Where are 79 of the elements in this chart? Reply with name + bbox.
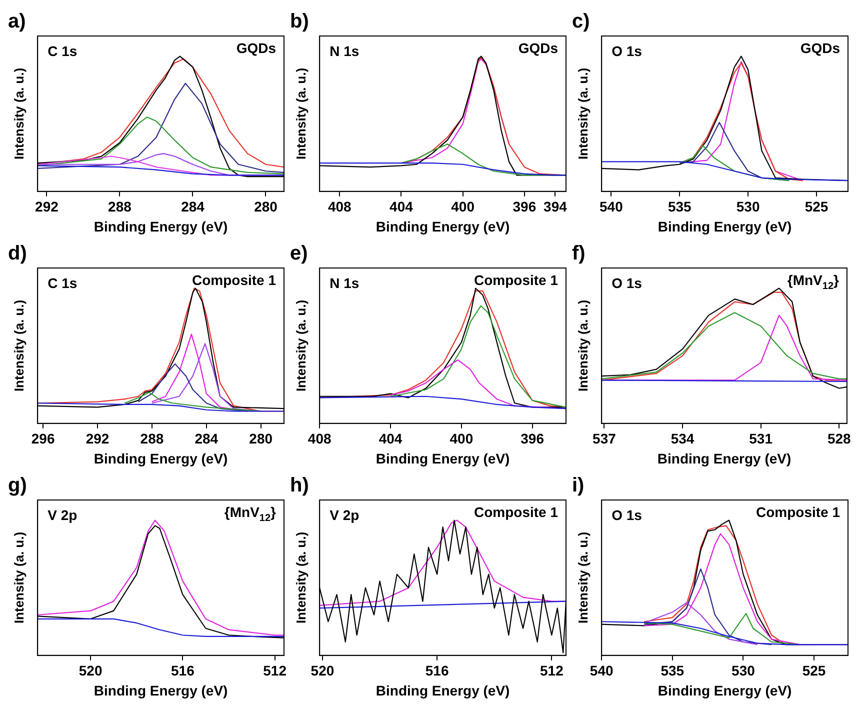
- y-axis-title: Intensity (a. u.): [293, 300, 308, 392]
- x-tick-label: 408: [328, 198, 352, 215]
- text: Composite 1: [756, 504, 840, 520]
- x-tick-label: 540: [590, 662, 614, 679]
- chart-title: e): [290, 242, 308, 265]
- x-tick-label: 394: [544, 198, 568, 215]
- x-tick-label: 400: [451, 198, 475, 215]
- y-axis-title: Intensity (a. u.): [293, 532, 308, 624]
- x-tick-label: 404: [378, 430, 402, 447]
- x-tick-label: 284: [194, 430, 218, 447]
- x-tick-label: 512: [540, 662, 564, 679]
- x-tick-label: 535: [668, 198, 692, 215]
- x-tick-label: 396: [512, 198, 536, 215]
- x-axis-title: Binding Energy (eV): [94, 450, 228, 466]
- x-axis-title: Binding Energy (eV): [658, 218, 792, 234]
- x-tick-label: 531: [749, 430, 773, 447]
- y-axis-title: Intensity (a. u.): [575, 300, 590, 392]
- chart-title: d): [8, 242, 27, 265]
- x-tick-label: 512: [263, 662, 287, 679]
- chart-title: b): [290, 10, 309, 33]
- annotation: N 1s: [330, 43, 360, 59]
- annotation: N 1s: [330, 275, 360, 291]
- y-axis-title: Intensity (a. u.): [11, 300, 26, 392]
- y-axis-title: Intensity (a. u.): [11, 68, 26, 160]
- text: Composite 1: [192, 272, 276, 288]
- chart-title: g): [8, 474, 27, 497]
- x-tick-label: 284: [181, 198, 205, 215]
- text: Composite 1: [474, 504, 558, 520]
- chart-title: f): [572, 242, 586, 265]
- annotation: C 1s: [48, 43, 78, 59]
- x-tick-label: 280: [249, 430, 273, 447]
- x-tick-label: 516: [425, 662, 449, 679]
- chart-title: i): [572, 474, 584, 497]
- y-axis-title: Intensity (a. u.): [575, 532, 590, 624]
- annotation: O 1s: [612, 275, 642, 291]
- y-axis-title: Intensity (a. u.): [11, 532, 26, 624]
- x-tick-label: 408: [308, 430, 332, 447]
- x-tick-label: 404: [390, 198, 414, 215]
- x-axis-title: Binding Energy (eV): [376, 682, 510, 698]
- chart-title: c): [572, 10, 590, 33]
- y-axis-title: Intensity (a. u.): [293, 68, 308, 160]
- x-tick-label: 280: [254, 198, 278, 215]
- annotation: V 2p: [48, 507, 78, 523]
- annotation: O 1s: [612, 507, 642, 523]
- x-axis-title: Binding Energy (eV): [657, 450, 792, 466]
- x-tick-label: 288: [140, 430, 164, 447]
- x-tick-label: 520: [78, 662, 102, 679]
- chart-title: a): [8, 10, 26, 33]
- text: GQDs: [800, 40, 840, 56]
- x-tick-label: 525: [802, 662, 826, 679]
- text: GQDs: [518, 40, 558, 56]
- x-axis-title: Binding Energy (eV): [376, 450, 510, 466]
- x-axis-title: Binding Energy (eV): [376, 218, 510, 234]
- annotation: GQDs: [236, 40, 276, 56]
- annotation: C 1s: [48, 275, 78, 291]
- x-tick-label: 400: [450, 430, 474, 447]
- x-tick-label: 530: [732, 662, 756, 679]
- x-tick-label: 292: [86, 430, 110, 447]
- x-tick-label: 296: [31, 430, 55, 447]
- annotation: O 1s: [612, 43, 642, 59]
- x-tick-label: 535: [660, 662, 684, 679]
- x-tick-label: 534: [670, 430, 694, 447]
- x-tick-label: 292: [35, 198, 59, 215]
- x-tick-label: 516: [170, 662, 195, 679]
- x-tick-label: 540: [600, 198, 624, 215]
- text: Composite 1: [474, 272, 558, 288]
- chart-title: h): [290, 474, 309, 497]
- x-tick-label: 530: [736, 198, 760, 215]
- x-tick-label: 525: [804, 198, 828, 215]
- annotation: V 2p: [330, 507, 360, 523]
- x-axis-title: Binding Energy (eV): [658, 682, 792, 698]
- x-tick-label: 288: [108, 198, 132, 215]
- x-tick-label: 396: [520, 430, 544, 447]
- y-axis-title: Intensity (a. u.): [575, 68, 590, 160]
- x-tick-label: 520: [310, 662, 334, 679]
- x-axis-title: Binding Energy (eV): [94, 682, 228, 698]
- x-axis-title: Binding Energy (eV): [94, 218, 228, 234]
- x-tick-label: 537: [592, 430, 616, 447]
- x-tick-label: 528: [827, 430, 852, 447]
